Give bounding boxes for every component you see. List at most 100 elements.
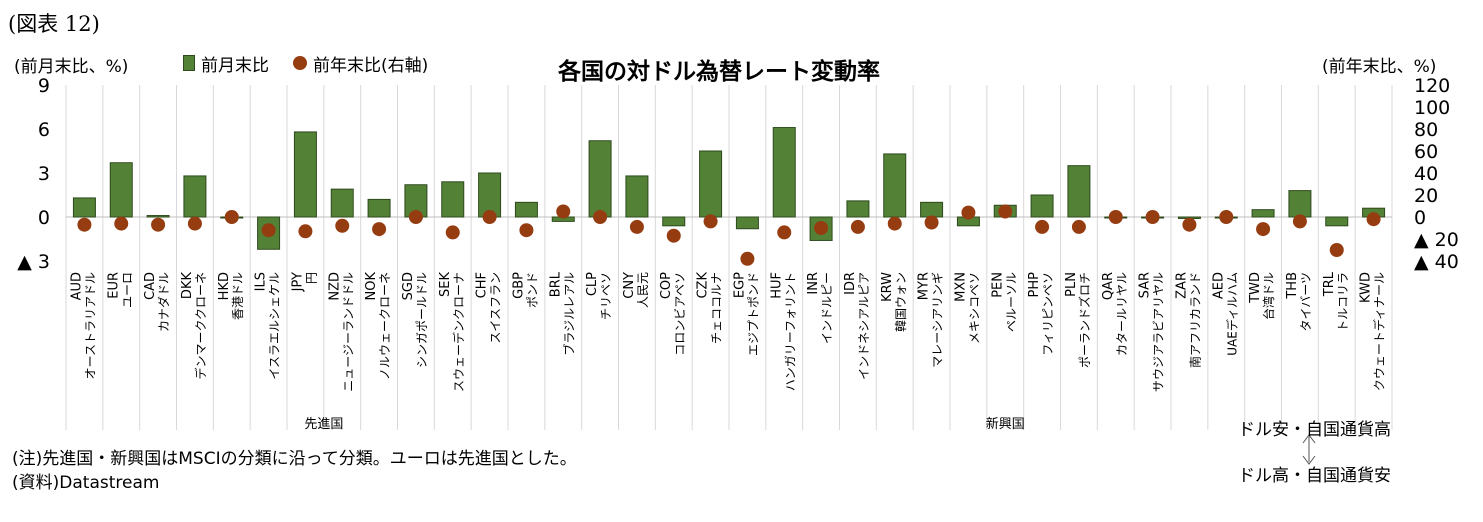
category-code: ILS <box>254 272 269 291</box>
right-tick-label: 40 <box>1414 163 1438 185</box>
category-name: ブラジルレアル <box>561 272 576 356</box>
category-name: 南アフリカランド <box>1187 272 1202 368</box>
annotation-bottom: ドル高・自国通貨安 <box>1238 466 1391 486</box>
right-tick-label: ▲ 20 <box>1414 229 1459 251</box>
bar <box>699 150 723 218</box>
category-code: HKD <box>217 272 232 300</box>
bar <box>662 216 686 227</box>
category-code: TWD <box>1248 272 1263 304</box>
bar <box>735 216 759 230</box>
category-code: INR <box>806 272 821 295</box>
dot <box>666 228 681 243</box>
dot <box>887 216 902 231</box>
dot <box>77 217 92 232</box>
figure-label: (図表 12) <box>8 12 100 36</box>
dot <box>1145 210 1160 224</box>
dot <box>1071 219 1086 234</box>
category-code: COP <box>659 272 674 299</box>
dot <box>1329 243 1344 257</box>
category-code: JPY <box>290 272 305 292</box>
category-code: CAD <box>143 272 158 300</box>
dot <box>482 210 497 224</box>
bar <box>846 200 870 218</box>
category-name: インドルピー <box>820 272 834 344</box>
dot <box>777 225 792 240</box>
dot <box>187 216 202 231</box>
bar <box>1067 165 1091 218</box>
chart-title: 各国の対ドル為替レート変動率 <box>558 59 880 85</box>
dot <box>1035 219 1050 234</box>
category-code: IDR <box>843 272 858 295</box>
category-code: GBP <box>511 272 526 299</box>
bar <box>441 181 465 218</box>
category-code: HUF <box>769 272 784 299</box>
dot <box>814 221 829 235</box>
footnote: (注)先進国・新興国はMSCIの分類に沿って分類。ユーロは先進国とした。 <box>12 449 577 469</box>
category-name: トルコリラ <box>1336 272 1350 332</box>
category-name: クウェートディナール <box>1372 272 1387 391</box>
category-name: ニュージーランドドル <box>341 272 355 392</box>
left-tick-label: ▲ 3 <box>17 251 50 273</box>
bar <box>588 140 612 218</box>
left-tick-label: 3 <box>38 163 50 185</box>
left-tick-label: 9 <box>38 75 50 97</box>
category-name: サウジアラビアリヤル <box>1152 272 1166 392</box>
dot <box>924 215 939 230</box>
category-name: ノルウェークローネ <box>378 272 392 380</box>
category-code: BRL <box>548 271 563 297</box>
bar <box>1030 194 1054 218</box>
category-code: NZD <box>327 272 342 301</box>
category-name: インドネシアルピア <box>857 272 871 380</box>
annotation-arrow-up-icon <box>1302 434 1316 444</box>
dot <box>556 204 571 219</box>
dot <box>850 219 865 234</box>
legend-bar-label: 前月末比 <box>201 55 269 76</box>
dot <box>1108 210 1123 224</box>
category-name: ポンド <box>525 272 539 308</box>
category-name: マレーシアリンギ <box>931 272 945 368</box>
source-note: (資料)Datastream <box>12 473 160 493</box>
bar <box>772 127 796 218</box>
group-label: 新興国 <box>986 416 1025 432</box>
bar <box>72 197 96 218</box>
category-code: NOK <box>364 272 379 301</box>
legend-dot-label: 前年末比(右軸) <box>313 55 429 76</box>
category-code: SAR <box>1138 272 1153 298</box>
bar <box>514 201 538 218</box>
dot <box>1292 214 1307 229</box>
right-tick-label: 120 <box>1414 75 1450 97</box>
bar <box>1251 209 1275 218</box>
right-tick-label: ▲ 40 <box>1414 251 1459 273</box>
category-name: 円 <box>304 272 318 284</box>
dot <box>408 210 423 224</box>
category-code: PLN <box>1064 272 1079 297</box>
dot <box>703 214 718 229</box>
right-tick-label: 20 <box>1414 185 1438 207</box>
legend: 前月末比 前年末比(右軸) <box>183 50 428 76</box>
category-name: スウェーデンクローナ <box>451 272 466 392</box>
dot <box>961 205 976 220</box>
category-code: CHF <box>475 272 490 298</box>
category-code: SGD <box>401 272 416 300</box>
category-code: THB <box>1285 272 1300 300</box>
dot <box>593 210 608 224</box>
category-code: AUD <box>69 272 84 300</box>
category-name: エジプトポンド <box>746 272 760 356</box>
dot <box>445 225 460 240</box>
category-name: タイバーツ <box>1299 272 1313 332</box>
dot <box>1366 212 1381 227</box>
left-axis-label: (前月末比、%) <box>14 57 129 77</box>
legend-dot-swatch <box>293 56 307 70</box>
category-code: QAR <box>1101 272 1116 300</box>
category-code: AED <box>1211 272 1226 299</box>
dot <box>629 219 644 234</box>
bar <box>1288 190 1312 218</box>
category-name: デンマーククローネ <box>193 272 208 380</box>
category-name: 人民元 <box>636 272 650 308</box>
left-tick-label: 0 <box>38 207 50 229</box>
right-tick-label: 0 <box>1414 207 1426 229</box>
dot <box>1219 210 1234 224</box>
category-name: チリペソ <box>599 272 613 320</box>
category-name: カタールリヤル <box>1115 272 1129 356</box>
